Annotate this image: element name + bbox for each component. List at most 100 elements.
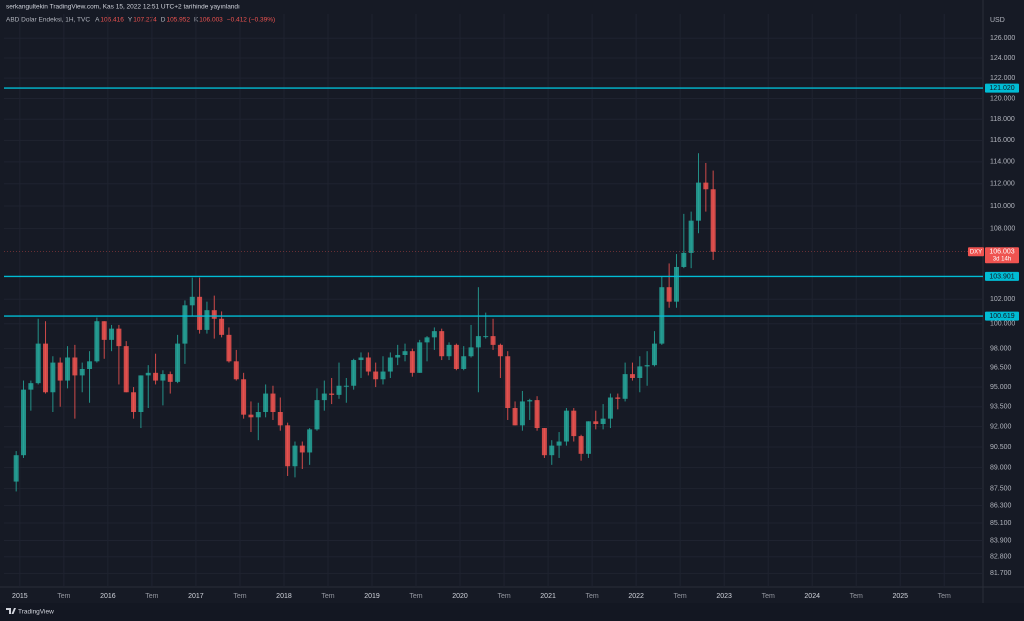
candle-body — [417, 342, 423, 373]
x-tick-label: Tem — [409, 593, 422, 600]
candle-body — [688, 220, 694, 253]
x-tick-label: 2015 — [12, 593, 28, 600]
candle-body — [453, 344, 459, 369]
candle-body — [446, 344, 452, 357]
candle-body — [373, 371, 379, 380]
candle-body — [28, 383, 34, 390]
candle-body — [94, 321, 100, 362]
legend-value: 107.274 — [133, 17, 157, 24]
candle-body — [72, 357, 78, 376]
candle-body — [87, 361, 93, 369]
y-tick-label: 81.700 — [990, 570, 1012, 577]
y-tick-label: 95.000 — [990, 384, 1012, 391]
y-tick-label: 85.100 — [990, 520, 1012, 527]
y-tick-label: 110.000 — [990, 203, 1015, 210]
candle-body — [490, 336, 496, 345]
candle-body — [153, 372, 159, 381]
candle-body — [593, 421, 599, 424]
candle-body — [175, 343, 181, 382]
x-tick-label: Tem — [321, 593, 334, 600]
candle-body — [204, 310, 210, 330]
y-tick-label: 83.900 — [990, 537, 1012, 544]
logo — [6, 608, 16, 614]
y-tick-label: 82.800 — [990, 554, 1012, 561]
candle-body — [483, 336, 489, 338]
chart-title: ABD Dolar Endeksi, 1H, TVC — [6, 17, 90, 24]
candle-body — [585, 421, 591, 454]
hline-label-bg — [985, 311, 1019, 321]
y-tick-label: 126.000 — [990, 35, 1015, 42]
candle-body — [123, 346, 129, 393]
y-tick-label: 108.000 — [990, 225, 1015, 232]
candle-body — [167, 374, 173, 382]
candle-body — [439, 331, 445, 357]
y-tick-label: 122.000 — [990, 75, 1015, 82]
candle-body — [475, 336, 481, 348]
candle-body — [644, 365, 650, 367]
x-tick-label: Tem — [585, 593, 598, 600]
candle-body — [578, 436, 584, 454]
legend-value: 105.952 — [166, 17, 190, 24]
candle-body — [637, 366, 643, 378]
candle-body — [563, 410, 569, 442]
x-tick-label: 2024 — [804, 593, 820, 600]
candle-body — [189, 296, 195, 306]
candle-body — [138, 375, 144, 412]
candle-body — [710, 189, 716, 252]
candle-body — [263, 393, 269, 412]
candle-body — [505, 356, 511, 409]
candle-body — [380, 371, 386, 380]
x-tick-label: Tem — [233, 593, 246, 600]
candle-body — [314, 400, 320, 430]
candle-body — [703, 182, 709, 190]
candle-body — [336, 385, 342, 395]
candle-body — [673, 266, 679, 302]
y-tick-label: 90.500 — [990, 444, 1012, 451]
y-tick-label: 89.000 — [990, 464, 1012, 471]
candle-body — [241, 379, 247, 415]
candle-body — [145, 372, 151, 376]
hline-label-bg — [985, 271, 1019, 281]
candle-body — [600, 418, 606, 424]
hline-label: 100.619 — [989, 313, 1014, 320]
candle-body — [666, 287, 672, 302]
y-tick-label: 112.000 — [990, 181, 1015, 188]
candle-body — [182, 305, 188, 344]
x-tick-label: 2019 — [364, 593, 380, 600]
candle-body — [402, 351, 408, 355]
candle-body — [35, 343, 41, 384]
y-tick-label: 86.300 — [990, 503, 1012, 510]
candle-body — [50, 362, 56, 393]
candle-body — [607, 397, 613, 419]
y-tick-label: 93.500 — [990, 404, 1012, 411]
y-tick-label: 116.000 — [990, 137, 1015, 144]
x-tick-label: 2020 — [452, 593, 468, 600]
candle-body — [219, 318, 225, 335]
x-tick-label: 2016 — [100, 593, 116, 600]
candle-body — [424, 337, 430, 343]
candle-body — [65, 357, 71, 381]
x-tick-label: 2025 — [892, 593, 908, 600]
footer-bar — [0, 603, 1024, 621]
legend-key: A — [95, 17, 100, 24]
candle-body — [527, 400, 533, 402]
candle-body — [541, 428, 547, 456]
symbol-label-bg — [968, 247, 984, 257]
candle-body — [615, 397, 621, 399]
candle-body — [109, 328, 115, 340]
candle-body — [549, 445, 555, 456]
candle-body — [277, 411, 283, 426]
y-tick-label: 120.000 — [990, 95, 1015, 102]
candle-body — [248, 414, 254, 418]
y-tick-label: 96.500 — [990, 365, 1012, 372]
candle-body — [519, 401, 525, 426]
y-tick-label: 118.000 — [990, 116, 1015, 123]
candle-body — [79, 368, 85, 376]
candle-body — [21, 389, 27, 456]
y-tick-label: 102.000 — [990, 296, 1015, 303]
candle-body — [571, 410, 577, 437]
candle-body — [43, 343, 49, 393]
hline-label: 103.901 — [989, 273, 1014, 280]
candle-body — [292, 445, 298, 467]
